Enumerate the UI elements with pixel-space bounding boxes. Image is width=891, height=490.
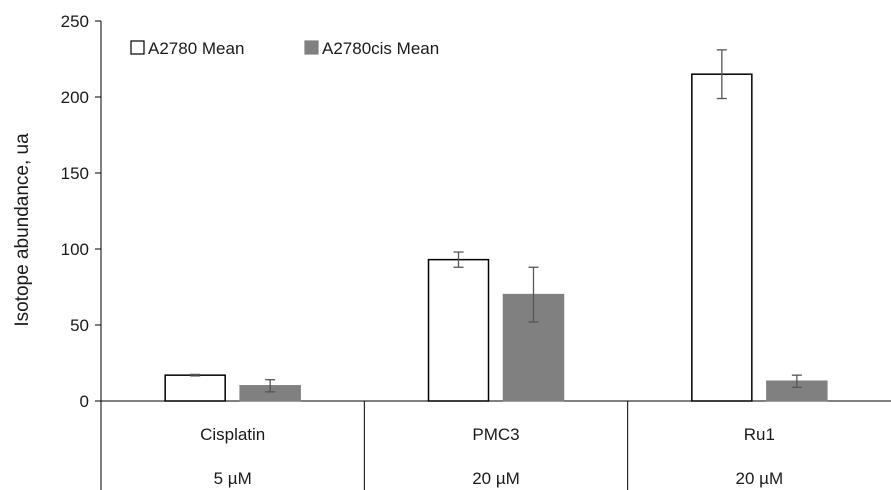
y-axis-title: Isotope abundance, ua (12, 133, 33, 327)
bar-a2780 (691, 73, 753, 402)
y-tick-label: 0 (80, 392, 89, 411)
legend: A2780 Mean A2780cis Mean (130, 39, 439, 58)
y-tick-label: 100 (61, 240, 89, 259)
axes: 0 50 100 150 200 250 (61, 12, 891, 490)
y-tick-label: 250 (61, 12, 89, 31)
legend-label: A2780 Mean (148, 39, 244, 58)
y-tick-label: 50 (70, 316, 89, 335)
category-label: Ru1 (744, 425, 775, 444)
concentration-label: 20 µM (736, 469, 784, 488)
concentration-label: 20 µM (472, 469, 520, 488)
bars (164, 73, 828, 402)
y-tick-label: 200 (61, 88, 89, 107)
bar-a2780 (427, 258, 490, 402)
legend-label: A2780cis Mean (322, 39, 439, 58)
legend-swatch (130, 40, 145, 55)
category-label: Cisplatin (200, 425, 265, 444)
error-bars (190, 49, 802, 393)
concentration-label: 5 µM (214, 469, 252, 488)
x-axis-table: Cisplatin 5 µM PMC3 20 µM Ru1 20 µM (200, 401, 783, 490)
category-label: PMC3 (472, 425, 519, 444)
legend-swatch (304, 40, 319, 55)
y-tick-label: 150 (61, 164, 89, 183)
bar-a2780 (164, 374, 226, 402)
